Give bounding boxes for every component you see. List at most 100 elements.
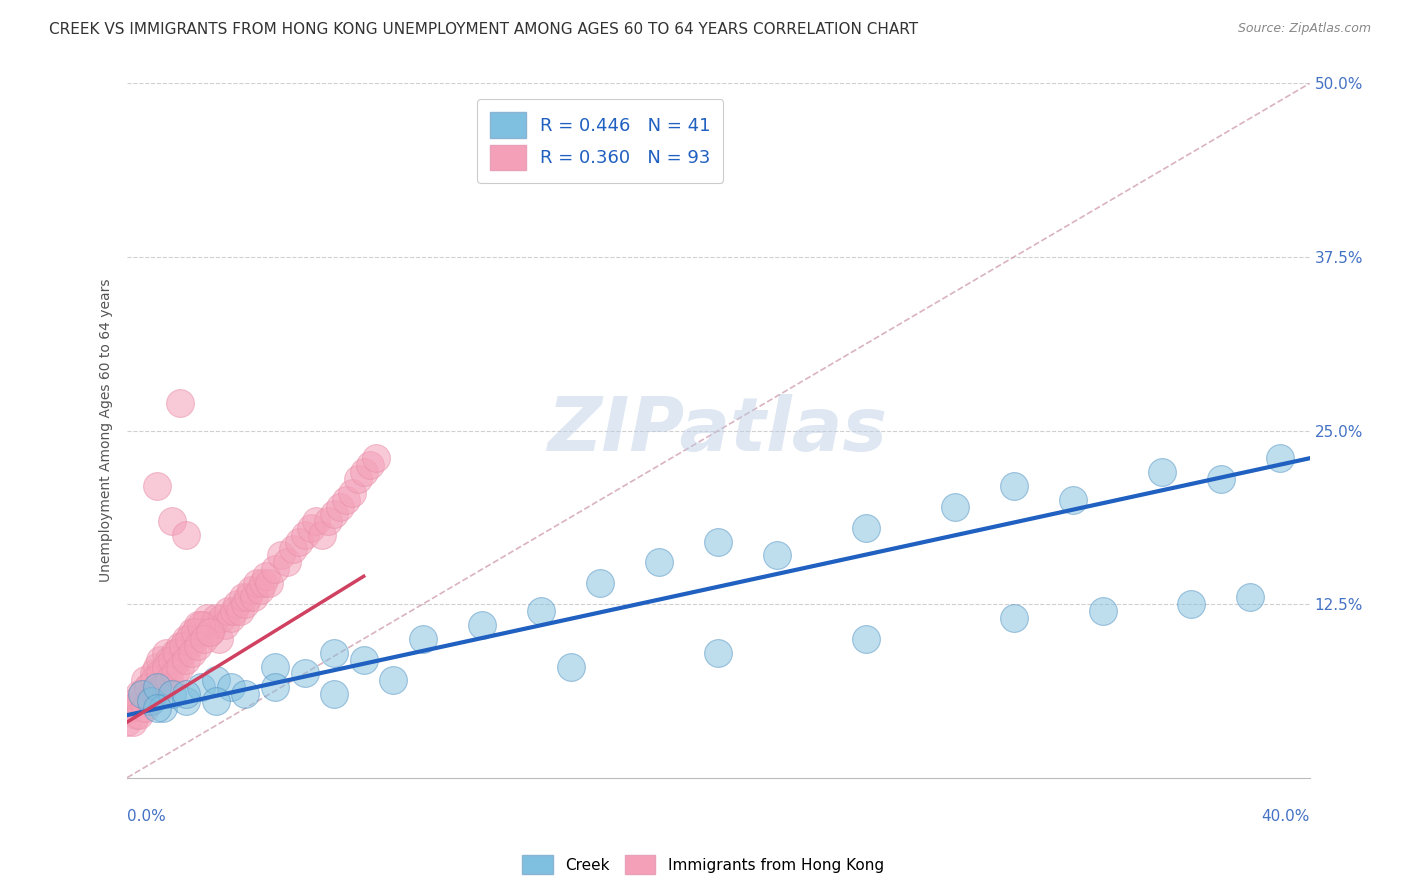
Point xyxy=(382,673,405,688)
Legend: R = 0.446   N = 41, R = 0.360   N = 93: R = 0.446 N = 41, R = 0.360 N = 93 xyxy=(477,99,723,183)
Point xyxy=(294,527,316,541)
Point xyxy=(589,576,612,591)
Point xyxy=(120,701,142,715)
Point xyxy=(219,681,242,695)
Point xyxy=(281,541,304,556)
Point xyxy=(1002,611,1025,625)
Point xyxy=(264,562,287,576)
Point xyxy=(1002,479,1025,493)
Point xyxy=(131,694,153,708)
Point xyxy=(1150,465,1173,479)
Point xyxy=(146,479,169,493)
Point xyxy=(157,673,180,688)
Point xyxy=(198,624,221,639)
Point xyxy=(160,514,183,528)
Point xyxy=(766,549,789,563)
Point xyxy=(943,500,966,514)
Point xyxy=(471,618,494,632)
Text: CREEK VS IMMIGRANTS FROM HONG KONG UNEMPLOYMENT AMONG AGES 60 TO 64 YEARS CORREL: CREEK VS IMMIGRANTS FROM HONG KONG UNEMP… xyxy=(49,22,918,37)
Point xyxy=(276,555,298,569)
Point xyxy=(648,555,671,569)
Point xyxy=(211,611,233,625)
Point xyxy=(264,681,287,695)
Point xyxy=(152,666,174,681)
Point xyxy=(305,514,328,528)
Point xyxy=(187,618,209,632)
Point xyxy=(149,652,172,666)
Y-axis label: Unemployment Among Ages 60 to 64 years: Unemployment Among Ages 60 to 64 years xyxy=(100,279,114,582)
Point xyxy=(172,646,194,660)
Point xyxy=(249,583,271,598)
Point xyxy=(195,611,218,625)
Point xyxy=(184,632,207,646)
Point xyxy=(136,681,159,695)
Point xyxy=(152,701,174,715)
Point xyxy=(353,652,375,666)
Text: ZIPatlas: ZIPatlas xyxy=(548,394,889,467)
Point xyxy=(146,687,169,701)
Point xyxy=(157,652,180,666)
Point xyxy=(208,632,231,646)
Point xyxy=(125,694,148,708)
Point xyxy=(217,604,239,618)
Point xyxy=(134,673,156,688)
Text: Source: ZipAtlas.com: Source: ZipAtlas.com xyxy=(1237,22,1371,36)
Point xyxy=(179,632,201,646)
Point xyxy=(136,681,159,695)
Text: 40.0%: 40.0% xyxy=(1261,809,1309,824)
Point xyxy=(294,666,316,681)
Point xyxy=(264,659,287,673)
Point xyxy=(176,652,198,666)
Point xyxy=(243,590,266,604)
Point xyxy=(176,694,198,708)
Point xyxy=(176,632,198,646)
Point xyxy=(855,521,877,535)
Point xyxy=(238,590,260,604)
Point xyxy=(176,527,198,541)
Point xyxy=(205,611,228,625)
Point xyxy=(146,701,169,715)
Point xyxy=(359,458,381,473)
Point xyxy=(169,639,191,653)
Point xyxy=(117,714,139,729)
Point xyxy=(179,639,201,653)
Point xyxy=(134,701,156,715)
Point xyxy=(254,569,277,583)
Point xyxy=(707,646,730,660)
Point xyxy=(160,687,183,701)
Point xyxy=(219,611,242,625)
Legend: Creek, Immigrants from Hong Kong: Creek, Immigrants from Hong Kong xyxy=(516,849,890,880)
Point xyxy=(122,714,145,729)
Point xyxy=(1091,604,1114,618)
Point xyxy=(155,646,177,660)
Point xyxy=(235,597,257,611)
Point xyxy=(155,659,177,673)
Point xyxy=(323,507,346,521)
Point xyxy=(530,604,553,618)
Point xyxy=(184,624,207,639)
Point xyxy=(166,646,188,660)
Point xyxy=(205,673,228,688)
Point xyxy=(311,527,333,541)
Point xyxy=(142,666,165,681)
Point xyxy=(172,639,194,653)
Point xyxy=(1180,597,1202,611)
Point xyxy=(335,492,357,507)
Point xyxy=(323,687,346,701)
Point xyxy=(246,576,269,591)
Point xyxy=(146,681,169,695)
Point xyxy=(228,604,250,618)
Point xyxy=(412,632,434,646)
Point xyxy=(1209,472,1232,486)
Point xyxy=(346,472,368,486)
Point xyxy=(235,687,257,701)
Point xyxy=(190,681,212,695)
Text: 0.0%: 0.0% xyxy=(128,809,166,824)
Point xyxy=(707,534,730,549)
Point xyxy=(181,624,204,639)
Point xyxy=(329,500,352,514)
Point xyxy=(287,534,309,549)
Point xyxy=(169,659,191,673)
Point xyxy=(163,666,186,681)
Point xyxy=(270,549,292,563)
